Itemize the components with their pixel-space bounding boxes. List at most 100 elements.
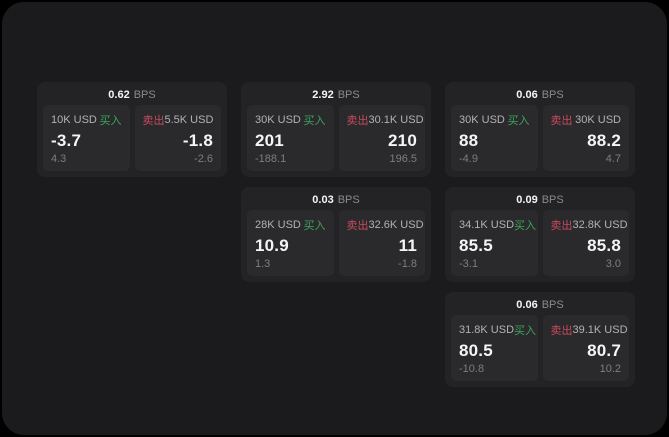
buy-sell-panels: 30K USD 买入 201 -188.1 卖出 30.1K USD 210 1…	[247, 105, 425, 171]
quote-card: 0.09 BPS 34.1K USD 买入 85.5 -3.1 卖出 32.8K…	[445, 187, 635, 282]
bps-value: 0.06	[516, 88, 538, 101]
buy-panel-toprow: 34.1K USD 买入	[459, 217, 536, 233]
buy-side-label: 买入	[303, 115, 326, 127]
sell-sub-value: 10.2	[599, 363, 621, 375]
buy-panel[interactable]: 31.8K USD 买入 80.5 -10.8	[451, 315, 538, 381]
bps-header: 0.03 BPS	[241, 187, 431, 210]
buy-sell-panels: 34.1K USD 买入 85.5 -3.1 卖出 32.8K USD 85.8…	[451, 210, 629, 276]
sell-amount: 32.8K USD	[572, 219, 628, 231]
sell-side-label: 卖出	[550, 115, 573, 127]
buy-amount: 10K USD	[51, 114, 97, 126]
buy-amount: 30K USD	[255, 114, 301, 126]
buy-panel[interactable]: 28K USD 买入 10.9 1.3	[247, 210, 334, 276]
sell-panel[interactable]: 卖出 5.5K USD -1.8 -2.6	[134, 105, 221, 171]
buy-price: 10.9	[255, 236, 289, 255]
buy-sub-value: -10.8	[459, 363, 485, 375]
buy-sell-panels: 10K USD 买入 -3.7 4.3 卖出 5.5K USD -1.8 -2.…	[43, 105, 221, 171]
sell-sub-value: 196.5	[389, 153, 417, 165]
bps-unit: BPS	[541, 193, 564, 206]
quote-card: 0.03 BPS 28K USD 买入 10.9 1.3 卖出 32.6K US…	[241, 187, 431, 282]
buy-sell-panels: 28K USD 买入 10.9 1.3 卖出 32.6K USD 11 -1.8	[247, 210, 425, 276]
buy-sub-value: -188.1	[255, 153, 287, 165]
buy-price: -3.7	[51, 131, 82, 150]
quote-card: 0.06 BPS 31.8K USD 买入 80.5 -10.8 卖出 39.1…	[445, 292, 635, 387]
sell-panel-toprow: 卖出 30.1K USD	[346, 112, 424, 128]
buy-panel-toprow: 10K USD 买入	[51, 112, 122, 128]
sell-panel-toprow: 卖出 39.1K USD	[550, 322, 628, 338]
buy-sub-value: -3.1	[459, 258, 478, 270]
buy-sub-value: -4.9	[459, 153, 478, 165]
buy-price: 201	[255, 131, 284, 150]
sell-panel[interactable]: 卖出 30K USD 88.2 4.7	[542, 105, 629, 171]
sell-price: 80.7	[587, 341, 621, 360]
buy-side-label: 买入	[303, 220, 326, 232]
bps-unit: BPS	[541, 88, 564, 101]
bps-unit: BPS	[133, 88, 156, 101]
sell-panel[interactable]: 卖出 32.8K USD 85.8 3.0	[542, 210, 629, 276]
sell-amount: 5.5K USD	[164, 114, 214, 126]
sell-side-label: 卖出	[550, 325, 573, 337]
bps-value: 0.62	[108, 88, 130, 101]
bps-header: 0.06 BPS	[445, 82, 635, 105]
sell-amount: 39.1K USD	[572, 324, 628, 336]
sell-sub-value: -1.8	[398, 258, 417, 270]
buy-amount: 34.1K USD	[459, 219, 515, 231]
quote-card: 2.92 BPS 30K USD 买入 201 -188.1 卖出 30.1K …	[241, 82, 431, 177]
sell-amount: 30K USD	[575, 114, 621, 126]
sell-panel-toprow: 卖出 32.6K USD	[346, 217, 424, 233]
buy-panel[interactable]: 34.1K USD 买入 85.5 -3.1	[451, 210, 538, 276]
buy-sub-value: 1.3	[255, 258, 271, 270]
quote-card: 0.62 BPS 10K USD 买入 -3.7 4.3 卖出 5.5K USD…	[37, 82, 227, 177]
sell-panel-toprow: 卖出 30K USD	[551, 112, 622, 128]
bps-value: 0.03	[312, 193, 334, 206]
buy-amount: 30K USD	[459, 114, 505, 126]
sell-price: 88.2	[587, 131, 621, 150]
bps-value: 0.09	[516, 193, 538, 206]
buy-panel[interactable]: 10K USD 买入 -3.7 4.3	[43, 105, 130, 171]
sell-side-label: 卖出	[346, 220, 369, 232]
bps-value: 0.06	[516, 298, 538, 311]
buy-sub-value: 4.3	[51, 153, 67, 165]
bps-unit: BPS	[541, 298, 564, 311]
buy-price: 88	[459, 131, 479, 150]
bps-unit: BPS	[337, 88, 360, 101]
buy-side-label: 买入	[514, 220, 537, 232]
bps-value: 2.92	[312, 88, 334, 101]
buy-panel-toprow: 30K USD 买入	[459, 112, 530, 128]
buy-sell-panels: 30K USD 买入 88 -4.9 卖出 30K USD 88.2 4.7	[451, 105, 629, 171]
sell-panel[interactable]: 卖出 32.6K USD 11 -1.8	[338, 210, 425, 276]
quote-card: 0.06 BPS 30K USD 买入 88 -4.9 卖出 30K USD 8…	[445, 82, 635, 177]
buy-price: 80.5	[459, 341, 493, 360]
sell-price: 85.8	[587, 236, 621, 255]
bps-header: 2.92 BPS	[241, 82, 431, 105]
buy-side-label: 买入	[507, 115, 530, 127]
sell-sub-value: 3.0	[605, 258, 621, 270]
buy-sell-panels: 31.8K USD 买入 80.5 -10.8 卖出 39.1K USD 80.…	[451, 315, 629, 381]
buy-panel[interactable]: 30K USD 买入 88 -4.9	[451, 105, 538, 171]
sell-panel-toprow: 卖出 5.5K USD	[143, 112, 214, 128]
sell-side-label: 卖出	[346, 115, 369, 127]
sell-panel-toprow: 卖出 32.8K USD	[550, 217, 628, 233]
sell-panel[interactable]: 卖出 30.1K USD 210 196.5	[338, 105, 425, 171]
bps-header: 0.09 BPS	[445, 187, 635, 210]
sell-sub-value: 4.7	[605, 153, 621, 165]
buy-panel-toprow: 31.8K USD 买入	[459, 322, 536, 338]
sell-amount: 30.1K USD	[368, 114, 424, 126]
bps-header: 0.62 BPS	[37, 82, 227, 105]
sell-price: 210	[388, 131, 417, 150]
quote-cards-grid: 0.62 BPS 10K USD 买入 -3.7 4.3 卖出 5.5K USD…	[37, 82, 635, 387]
buy-panel-toprow: 28K USD 买入	[255, 217, 326, 233]
buy-amount: 31.8K USD	[459, 324, 515, 336]
buy-price: 85.5	[459, 236, 493, 255]
sell-side-label: 卖出	[142, 115, 165, 127]
buy-panel[interactable]: 30K USD 买入 201 -188.1	[247, 105, 334, 171]
bps-unit: BPS	[337, 193, 360, 206]
buy-panel-toprow: 30K USD 买入	[255, 112, 326, 128]
bps-header: 0.06 BPS	[445, 292, 635, 315]
buy-amount: 28K USD	[255, 219, 301, 231]
buy-side-label: 买入	[514, 325, 537, 337]
sell-price: -1.8	[182, 131, 213, 150]
sell-side-label: 卖出	[550, 220, 573, 232]
sell-panel[interactable]: 卖出 39.1K USD 80.7 10.2	[542, 315, 629, 381]
sell-price: 11	[398, 236, 417, 255]
